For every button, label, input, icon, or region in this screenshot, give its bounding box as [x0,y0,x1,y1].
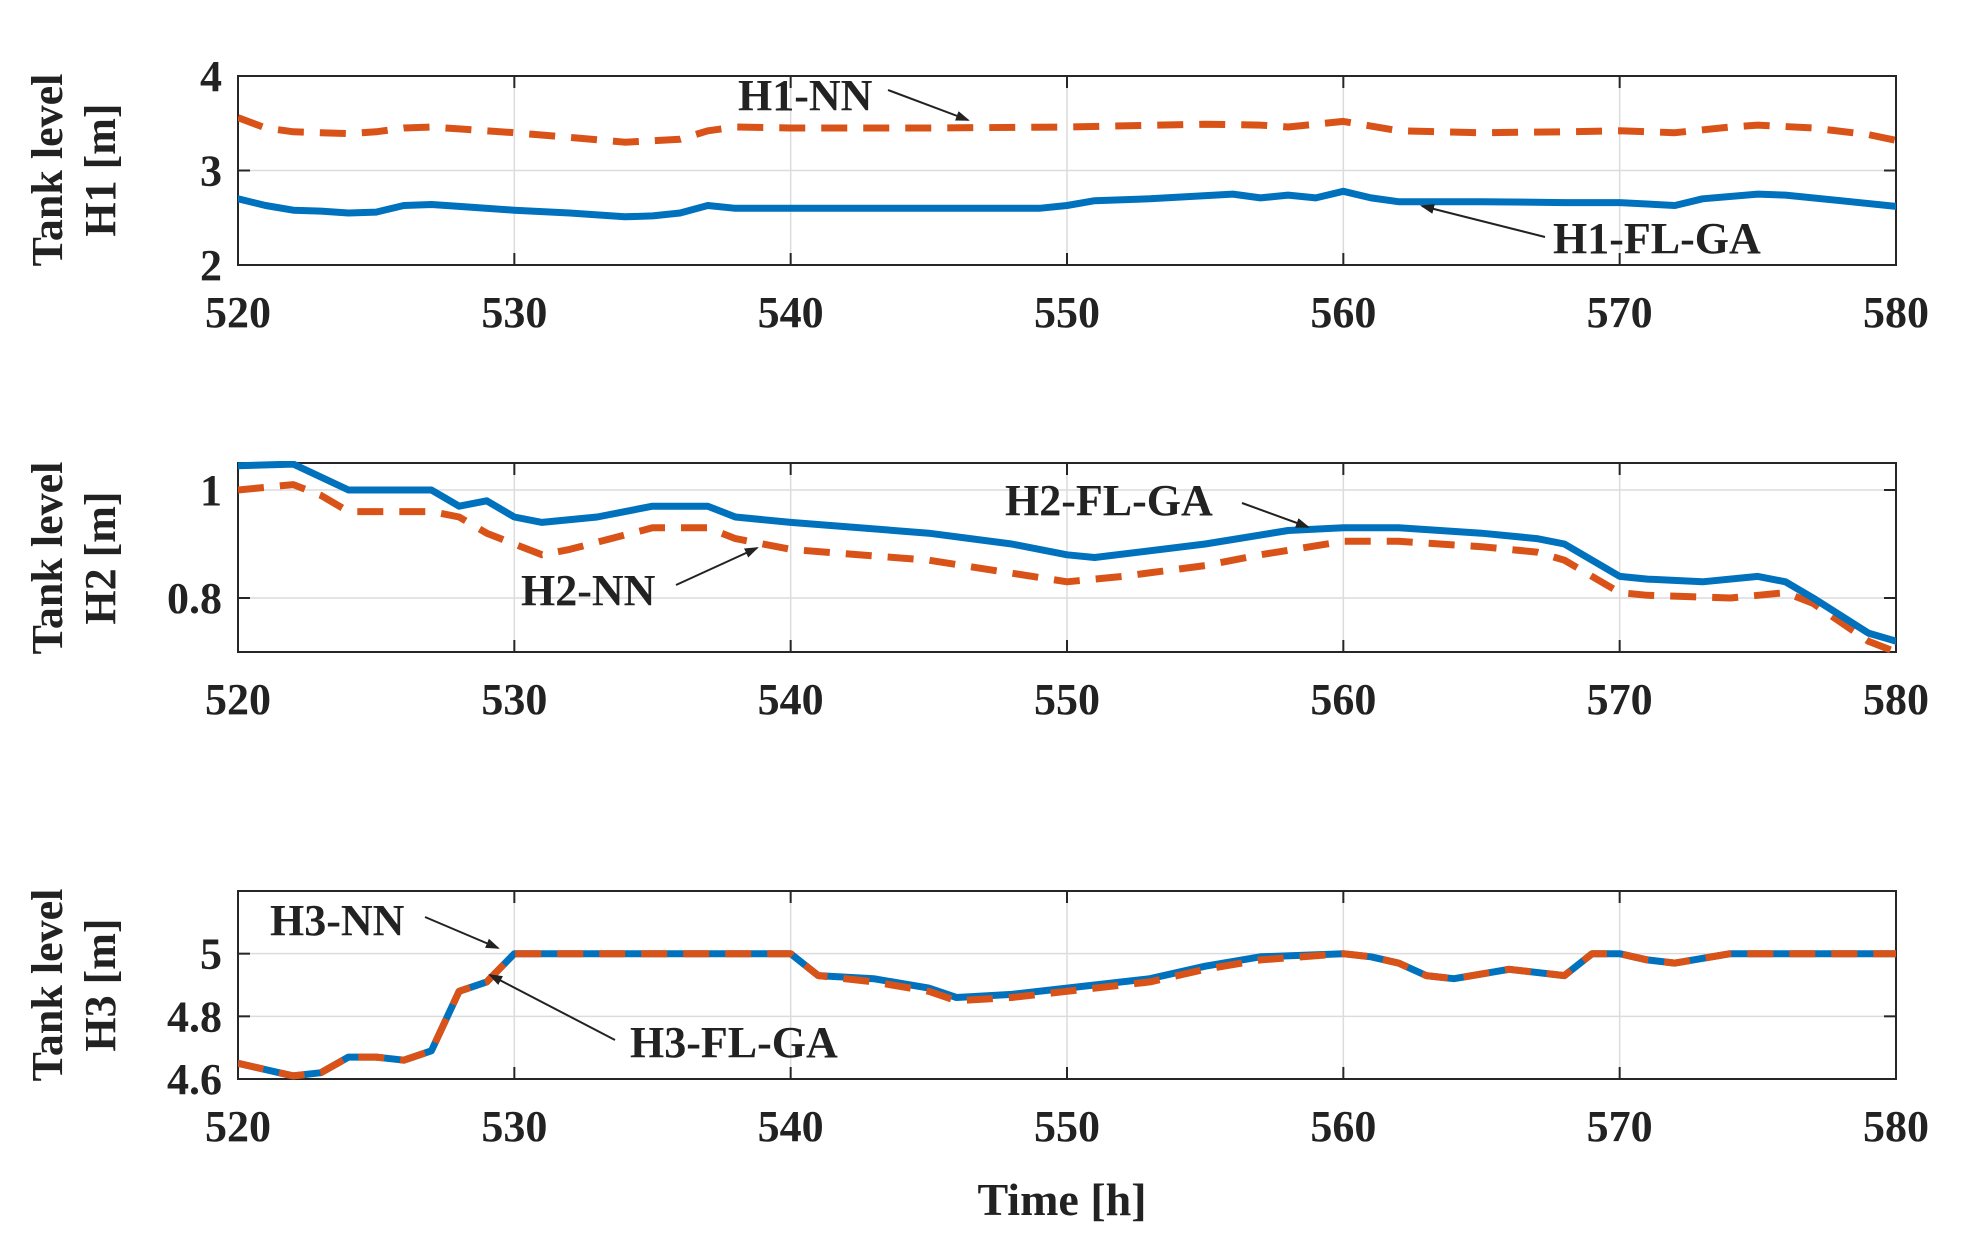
annotation-h3-fl-ga: H3-FL-GA [630,1018,838,1067]
grid [238,463,1896,652]
x-tick-label: 550 [1034,288,1100,337]
x-tick-label: 530 [481,288,547,337]
x-tick-label: 550 [1034,1102,1100,1151]
y-axis-label-line2: H1 [m] [76,103,125,236]
x-tick-label: 530 [481,1102,547,1151]
y-tick-label: 3 [200,147,222,196]
grid [238,76,1896,265]
ticks: 520 530 540 550 560 570 580 2 3 4 [200,52,1929,337]
annotation-h1-fl-ga: H1-FL-GA [1553,214,1761,263]
x-tick-label: 530 [481,675,547,724]
y-axis-label-line2: H3 [m] [76,918,125,1051]
ticks: 520 530 540 550 560 570 580 4.6 4.8 5 [167,891,1929,1151]
annotation-h2-fl-ga: H2-FL-GA [1005,476,1213,525]
y-axis-label-line1: Tank level [23,462,72,655]
panel-h1: 520 530 540 550 560 570 580 2 3 4 Tank level H1 [… [23,52,1929,337]
x-tick-label: 560 [1310,675,1376,724]
y-axis-label-line2: H2 [m] [76,491,125,624]
x-tick-label: 520 [205,1102,271,1151]
x-tick-label: 540 [758,1102,824,1151]
annotation-arrow-h3-nn [424,916,500,949]
x-tick-label: 570 [1587,675,1653,724]
y-tick-label: 4.8 [167,992,222,1041]
x-tick-label: 520 [205,675,271,724]
series-line-h2-fl-ga [238,461,1896,645]
panel-h2: 520 530 540 550 560 570 580 0.8 1 Tank level H2 … [23,461,1929,724]
x-tick-label: 540 [758,288,824,337]
annotation-arrow-h2-nn [675,547,759,586]
x-tick-label: 560 [1310,288,1376,337]
annotation-arrow-h1-fl-ga [1420,204,1546,238]
series-group [238,461,1896,654]
annotation-h3-nn: H3-NN [270,896,405,945]
series-line-h3-nn [238,950,1896,1080]
x-tick-label: 520 [205,288,271,337]
annotation-arrow-h2-fl-ga [1241,502,1310,528]
y-tick-label: 0.8 [167,574,222,623]
x-tick-label: 580 [1863,288,1929,337]
y-tick-label: 4.6 [167,1055,222,1104]
annotation-arrow-h1-nn [887,89,970,121]
annotation-h2-nn: H2-NN [521,566,656,615]
series-group [238,950,1896,1080]
y-axis-label-line1: Tank level [23,74,72,267]
x-tick-label: 570 [1587,288,1653,337]
x-tick-label: 570 [1587,1102,1653,1151]
y-tick-label: 2 [200,241,222,290]
annotation-arrow-h3-fl-ga [488,974,616,1041]
ticks: 520 530 540 550 560 570 580 0.8 1 [167,463,1929,724]
x-axis-label: Time [h] [977,1174,1146,1225]
series-line-h1-fl-ga [238,187,1896,221]
series-line-h1-nn [238,114,1896,146]
x-tick-label: 580 [1863,1102,1929,1151]
series-group [238,114,1896,221]
y-tick-label: 4 [200,52,222,101]
x-tick-label: 540 [758,675,824,724]
y-axis-label-line1: Tank level [23,889,72,1082]
x-tick-label: 560 [1310,1102,1376,1151]
x-tick-label: 550 [1034,675,1100,724]
annotation-h1-nn: H1-NN [738,71,873,120]
y-tick-label: 1 [200,466,222,515]
y-tick-label: 5 [200,930,222,979]
series-line-h2-nn [238,481,1896,654]
x-tick-label: 580 [1863,675,1929,724]
